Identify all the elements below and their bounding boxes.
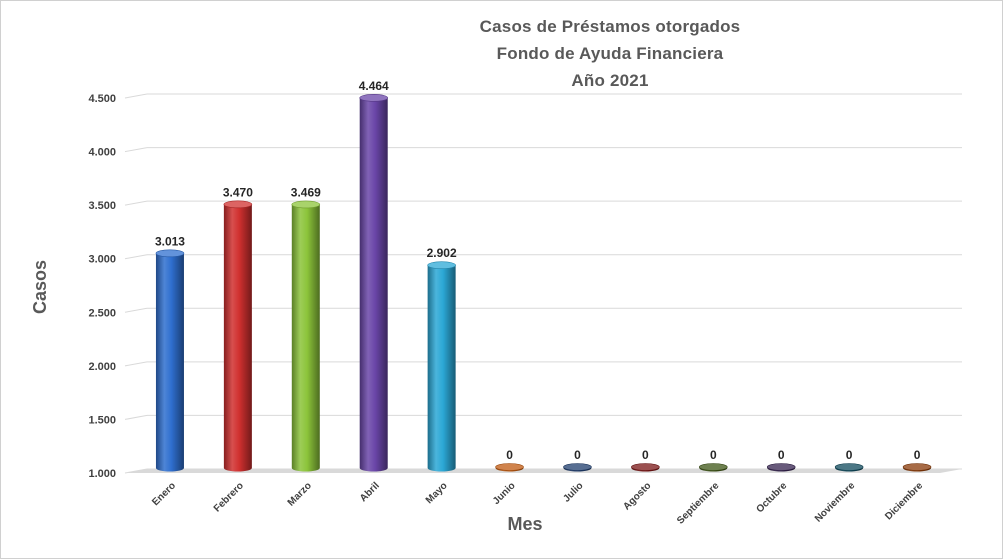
gridline-diagonal [124,414,148,420]
chart-title-line-2: Fondo de Ayuda Financiera [496,44,724,63]
data-label: 3.469 [291,185,321,199]
x-tick-label: Octubre [754,480,789,515]
y-tick-label: 3.000 [88,254,116,266]
y-tick-label: 1.500 [88,414,116,426]
gridline-diagonal [124,468,148,474]
x-tick-label: Julio [561,480,585,504]
y-tick-label: 4.000 [88,147,116,159]
y-tick-label: 2.500 [88,307,116,319]
bar-febrero [223,200,253,472]
x-tick-label: Marzo [286,480,314,508]
bar-agosto [631,463,660,472]
bar-top [766,463,796,471]
bar-enero [155,249,185,472]
bar-top [631,463,660,471]
bar-top [698,463,728,471]
data-label: 0 [846,448,853,462]
x-tick-label: Junio [491,480,518,507]
y-tick-label: 2.000 [88,361,116,373]
bar-top [427,261,456,270]
bar-body [359,97,388,472]
x-tick-label: Noviembre [813,480,858,525]
bar-junio [495,463,524,472]
data-label: 2.902 [427,246,457,260]
x-tick-label: Agosto [621,480,653,512]
bar-top [834,463,864,471]
bar-top [495,463,524,471]
bar-mayo [427,261,456,472]
gridline-diagonal [124,254,148,260]
bar-top [359,94,389,102]
chart-title-line-1: Casos de Préstamos otorgados [479,17,741,36]
data-label: 3.013 [155,234,185,248]
data-label: 0 [506,448,513,462]
bar-diciembre [902,463,932,472]
data-label: 0 [914,448,921,462]
data-label: 4.464 [359,79,389,93]
bar-top [223,200,253,209]
chart-title-line-3: Año 2021 [571,71,649,90]
y-tick-label: 4.500 [88,93,116,105]
gridline-diagonal [124,307,148,313]
bar-body [291,204,320,472]
x-axis-label: Mes [507,514,543,534]
gridline-diagonal [124,147,148,153]
bar-noviembre [834,463,864,472]
bar-top [902,463,932,471]
gridline-diagonal [124,200,148,206]
bar-body [427,265,456,472]
x-tick-label: Abril [358,480,382,504]
bar-top [563,463,592,471]
x-tick-label: Septiembre [675,480,722,527]
x-tick-label: Febrero [212,480,246,514]
data-label: 3.470 [223,185,253,199]
x-tick-label: Enero [150,480,178,508]
x-tick-label: Diciembre [883,480,925,522]
data-label: 0 [778,448,785,462]
bar-top [155,249,185,258]
bar-julio [563,463,592,472]
bar-abril [359,94,389,472]
bar-marzo [291,200,321,472]
data-label: 0 [574,448,581,462]
y-tick-label: 1.000 [88,468,116,480]
gridline-diagonal [124,361,148,367]
bar-septiembre [698,463,728,472]
data-label: 0 [710,448,717,462]
data-label: 0 [642,448,649,462]
bar-top [291,200,321,209]
y-tick-label: 3.500 [88,200,116,212]
chart-floor [125,469,962,473]
bar-body [223,204,252,472]
x-tick-label: Mayo [424,480,450,506]
gridline-diagonal [124,93,148,99]
bar-body [155,253,184,472]
bar-octubre [766,463,796,472]
